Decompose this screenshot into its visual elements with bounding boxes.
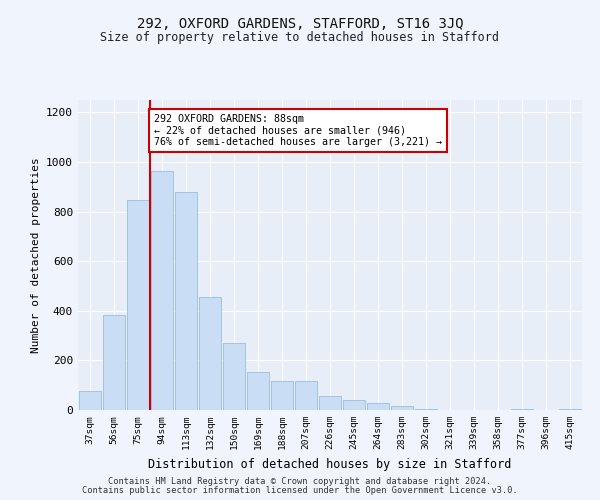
Bar <box>415 409 437 410</box>
Text: Size of property relative to detached houses in Stafford: Size of property relative to detached ho… <box>101 31 499 44</box>
Bar <box>199 297 221 410</box>
Bar <box>295 382 317 410</box>
Bar <box>511 409 533 410</box>
Bar <box>175 192 197 410</box>
Text: 292 OXFORD GARDENS: 88sqm
← 22% of detached houses are smaller (946)
76% of semi: 292 OXFORD GARDENS: 88sqm ← 22% of detac… <box>154 114 442 147</box>
Bar <box>79 392 101 410</box>
Bar <box>271 382 293 410</box>
Bar <box>247 372 269 410</box>
Bar <box>127 200 149 410</box>
Text: 292, OXFORD GARDENS, STAFFORD, ST16 3JQ: 292, OXFORD GARDENS, STAFFORD, ST16 3JQ <box>137 18 463 32</box>
Text: Contains HM Land Registry data © Crown copyright and database right 2024.: Contains HM Land Registry data © Crown c… <box>109 477 491 486</box>
Bar <box>103 314 125 410</box>
Bar <box>559 409 581 410</box>
Bar <box>367 402 389 410</box>
X-axis label: Distribution of detached houses by size in Stafford: Distribution of detached houses by size … <box>148 458 512 470</box>
Bar <box>319 396 341 410</box>
Bar <box>151 170 173 410</box>
Y-axis label: Number of detached properties: Number of detached properties <box>31 157 41 353</box>
Bar <box>343 400 365 410</box>
Bar <box>391 406 413 410</box>
Bar <box>223 343 245 410</box>
Text: Contains public sector information licensed under the Open Government Licence v3: Contains public sector information licen… <box>82 486 518 495</box>
